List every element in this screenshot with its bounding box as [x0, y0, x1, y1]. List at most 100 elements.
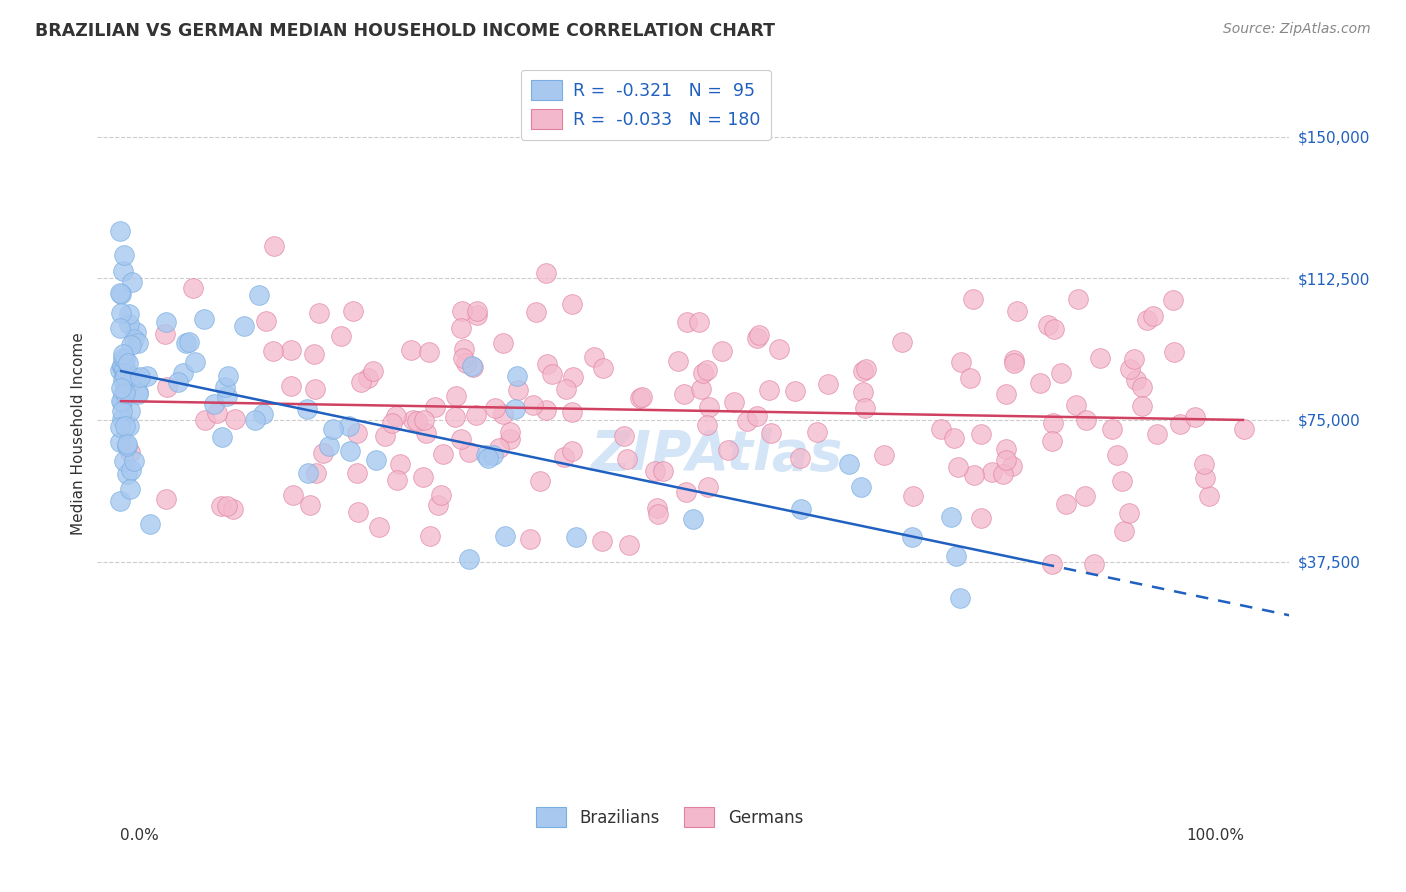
Point — [481, 448, 503, 462]
Point — [488, 441, 510, 455]
Point — [346, 466, 368, 480]
Point — [444, 389, 467, 403]
Point — [561, 405, 583, 419]
Point — [118, 317, 141, 331]
Point — [668, 354, 690, 368]
Point — [1198, 489, 1220, 503]
Point — [492, 335, 515, 350]
Legend: Brazilians, Germans: Brazilians, Germans — [529, 801, 810, 833]
Point — [970, 426, 993, 441]
Point — [849, 480, 872, 494]
Point — [745, 331, 768, 345]
Point — [675, 485, 697, 500]
Point — [280, 379, 302, 393]
Point — [139, 517, 162, 532]
Point — [450, 320, 472, 334]
Point — [217, 499, 239, 513]
Point — [1067, 293, 1090, 307]
Point — [1042, 557, 1064, 571]
Point — [308, 305, 330, 319]
Point — [450, 432, 472, 446]
Point — [672, 387, 695, 401]
Point — [519, 532, 541, 546]
Point — [249, 287, 271, 301]
Point — [689, 382, 711, 396]
Point — [177, 334, 200, 349]
Point — [534, 403, 557, 417]
Point — [1050, 366, 1073, 380]
Point — [110, 394, 132, 409]
Point — [901, 530, 924, 544]
Point — [628, 392, 651, 406]
Point — [1002, 353, 1025, 368]
Point — [785, 384, 807, 398]
Point — [118, 307, 141, 321]
Point — [806, 425, 828, 439]
Point — [1112, 524, 1135, 539]
Point — [112, 248, 135, 262]
Point — [1040, 434, 1063, 448]
Point — [120, 445, 142, 459]
Point — [115, 467, 138, 482]
Point — [1130, 380, 1153, 394]
Point — [1233, 422, 1256, 436]
Point — [127, 386, 149, 401]
Point — [526, 305, 548, 319]
Point — [1118, 506, 1140, 520]
Text: Source: ZipAtlas.com: Source: ZipAtlas.com — [1223, 22, 1371, 37]
Point — [1142, 310, 1164, 324]
Point — [838, 457, 860, 471]
Point — [111, 411, 134, 425]
Point — [114, 419, 136, 434]
Point — [127, 371, 149, 385]
Point — [413, 413, 436, 427]
Point — [1168, 417, 1191, 431]
Point — [108, 285, 131, 300]
Point — [939, 510, 962, 524]
Point — [688, 315, 710, 329]
Point — [193, 312, 215, 326]
Y-axis label: Median Household Income: Median Household Income — [72, 332, 86, 534]
Point — [108, 434, 131, 449]
Point — [991, 467, 1014, 481]
Point — [115, 366, 138, 380]
Point — [456, 356, 478, 370]
Point — [364, 452, 387, 467]
Point — [120, 403, 142, 417]
Point — [217, 369, 239, 384]
Point — [465, 304, 488, 318]
Point — [304, 382, 326, 396]
Point — [768, 342, 790, 356]
Point — [994, 442, 1017, 456]
Point — [465, 409, 488, 423]
Point — [114, 368, 136, 383]
Point — [108, 493, 131, 508]
Point — [1036, 318, 1059, 332]
Point — [299, 499, 322, 513]
Point — [110, 286, 132, 301]
Point — [506, 383, 529, 397]
Point — [583, 351, 606, 365]
Point — [477, 450, 499, 465]
Point — [492, 407, 515, 421]
Point — [758, 383, 780, 397]
Point — [451, 304, 474, 318]
Point — [112, 347, 135, 361]
Point — [108, 419, 131, 434]
Point — [127, 385, 149, 400]
Point — [217, 389, 239, 403]
Point — [1064, 398, 1087, 412]
Point — [194, 413, 217, 427]
Point — [207, 406, 229, 420]
Point — [1111, 474, 1133, 488]
Point — [696, 362, 718, 376]
Point — [405, 414, 427, 428]
Point — [461, 359, 484, 374]
Point — [1029, 376, 1052, 391]
Point — [423, 401, 446, 415]
Point — [114, 351, 136, 366]
Point — [716, 443, 738, 458]
Point — [121, 275, 143, 289]
Point — [112, 264, 135, 278]
Point — [506, 369, 529, 384]
